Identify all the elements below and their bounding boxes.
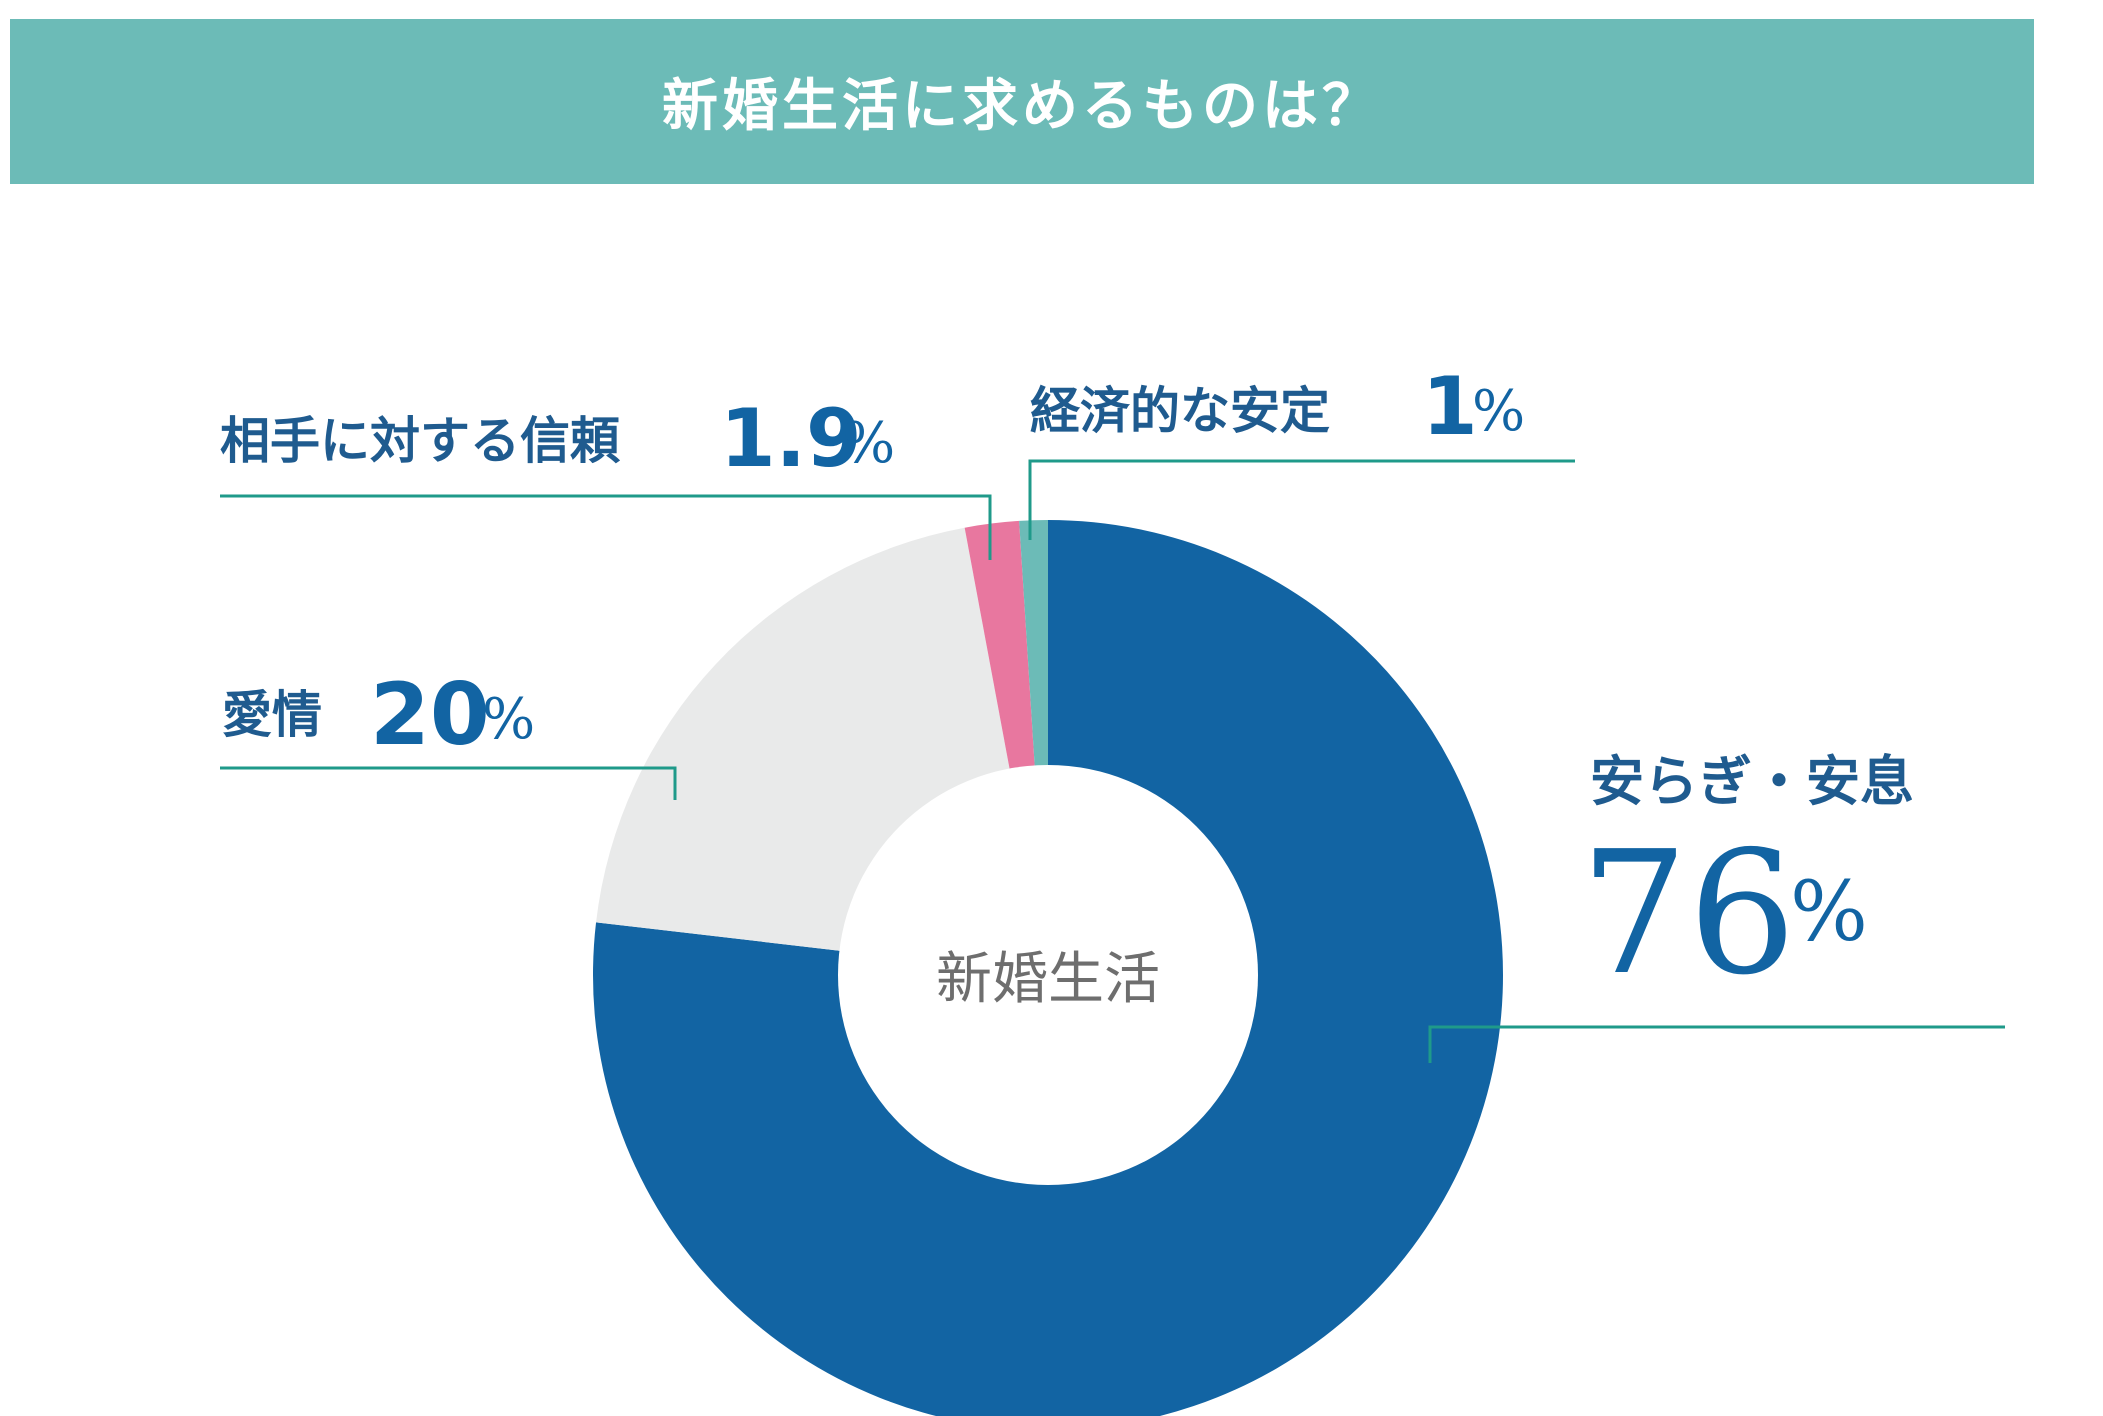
leader-line-trust	[220, 494, 992, 560]
donut-hole	[838, 765, 1258, 1185]
label-economy-value: 1	[1422, 360, 1478, 453]
label-economy: 経済的な安定 1 %	[1030, 360, 1525, 453]
label-trust: 相手に対する信頼 1.9 %	[220, 392, 895, 485]
center-label: 新婚生活	[936, 947, 1160, 1012]
label-trust-unit: %	[842, 411, 895, 476]
leader-line-peace	[1428, 1025, 2005, 1063]
label-peace-name: 安らぎ・安息	[1590, 750, 1914, 813]
chart-title-bar: 新婚生活に求めるものは？	[10, 19, 2034, 184]
label-love-name: 愛情	[222, 686, 322, 744]
label-love: 愛情 20 %	[222, 665, 535, 765]
leader-lines	[220, 459, 2005, 1063]
leader-line-economy	[1028, 459, 1575, 540]
label-peace-value: 76	[1580, 815, 1796, 1013]
label-trust-value: 1.9	[720, 392, 862, 485]
label-economy-name: 経済的な安定	[1030, 382, 1330, 440]
chart-title: 新婚生活に求めるものは？	[662, 74, 1382, 139]
leader-line-love	[220, 766, 677, 800]
label-peace: 安らぎ・安息 76 %	[1580, 750, 1914, 1013]
label-trust-name: 相手に対する信頼	[220, 412, 621, 470]
label-economy-unit: %	[1472, 379, 1525, 444]
slice-peace	[593, 520, 1503, 1416]
label-love-unit: %	[482, 687, 535, 752]
label-love-value: 20	[370, 665, 490, 765]
label-peace-unit: %	[1790, 865, 1868, 960]
